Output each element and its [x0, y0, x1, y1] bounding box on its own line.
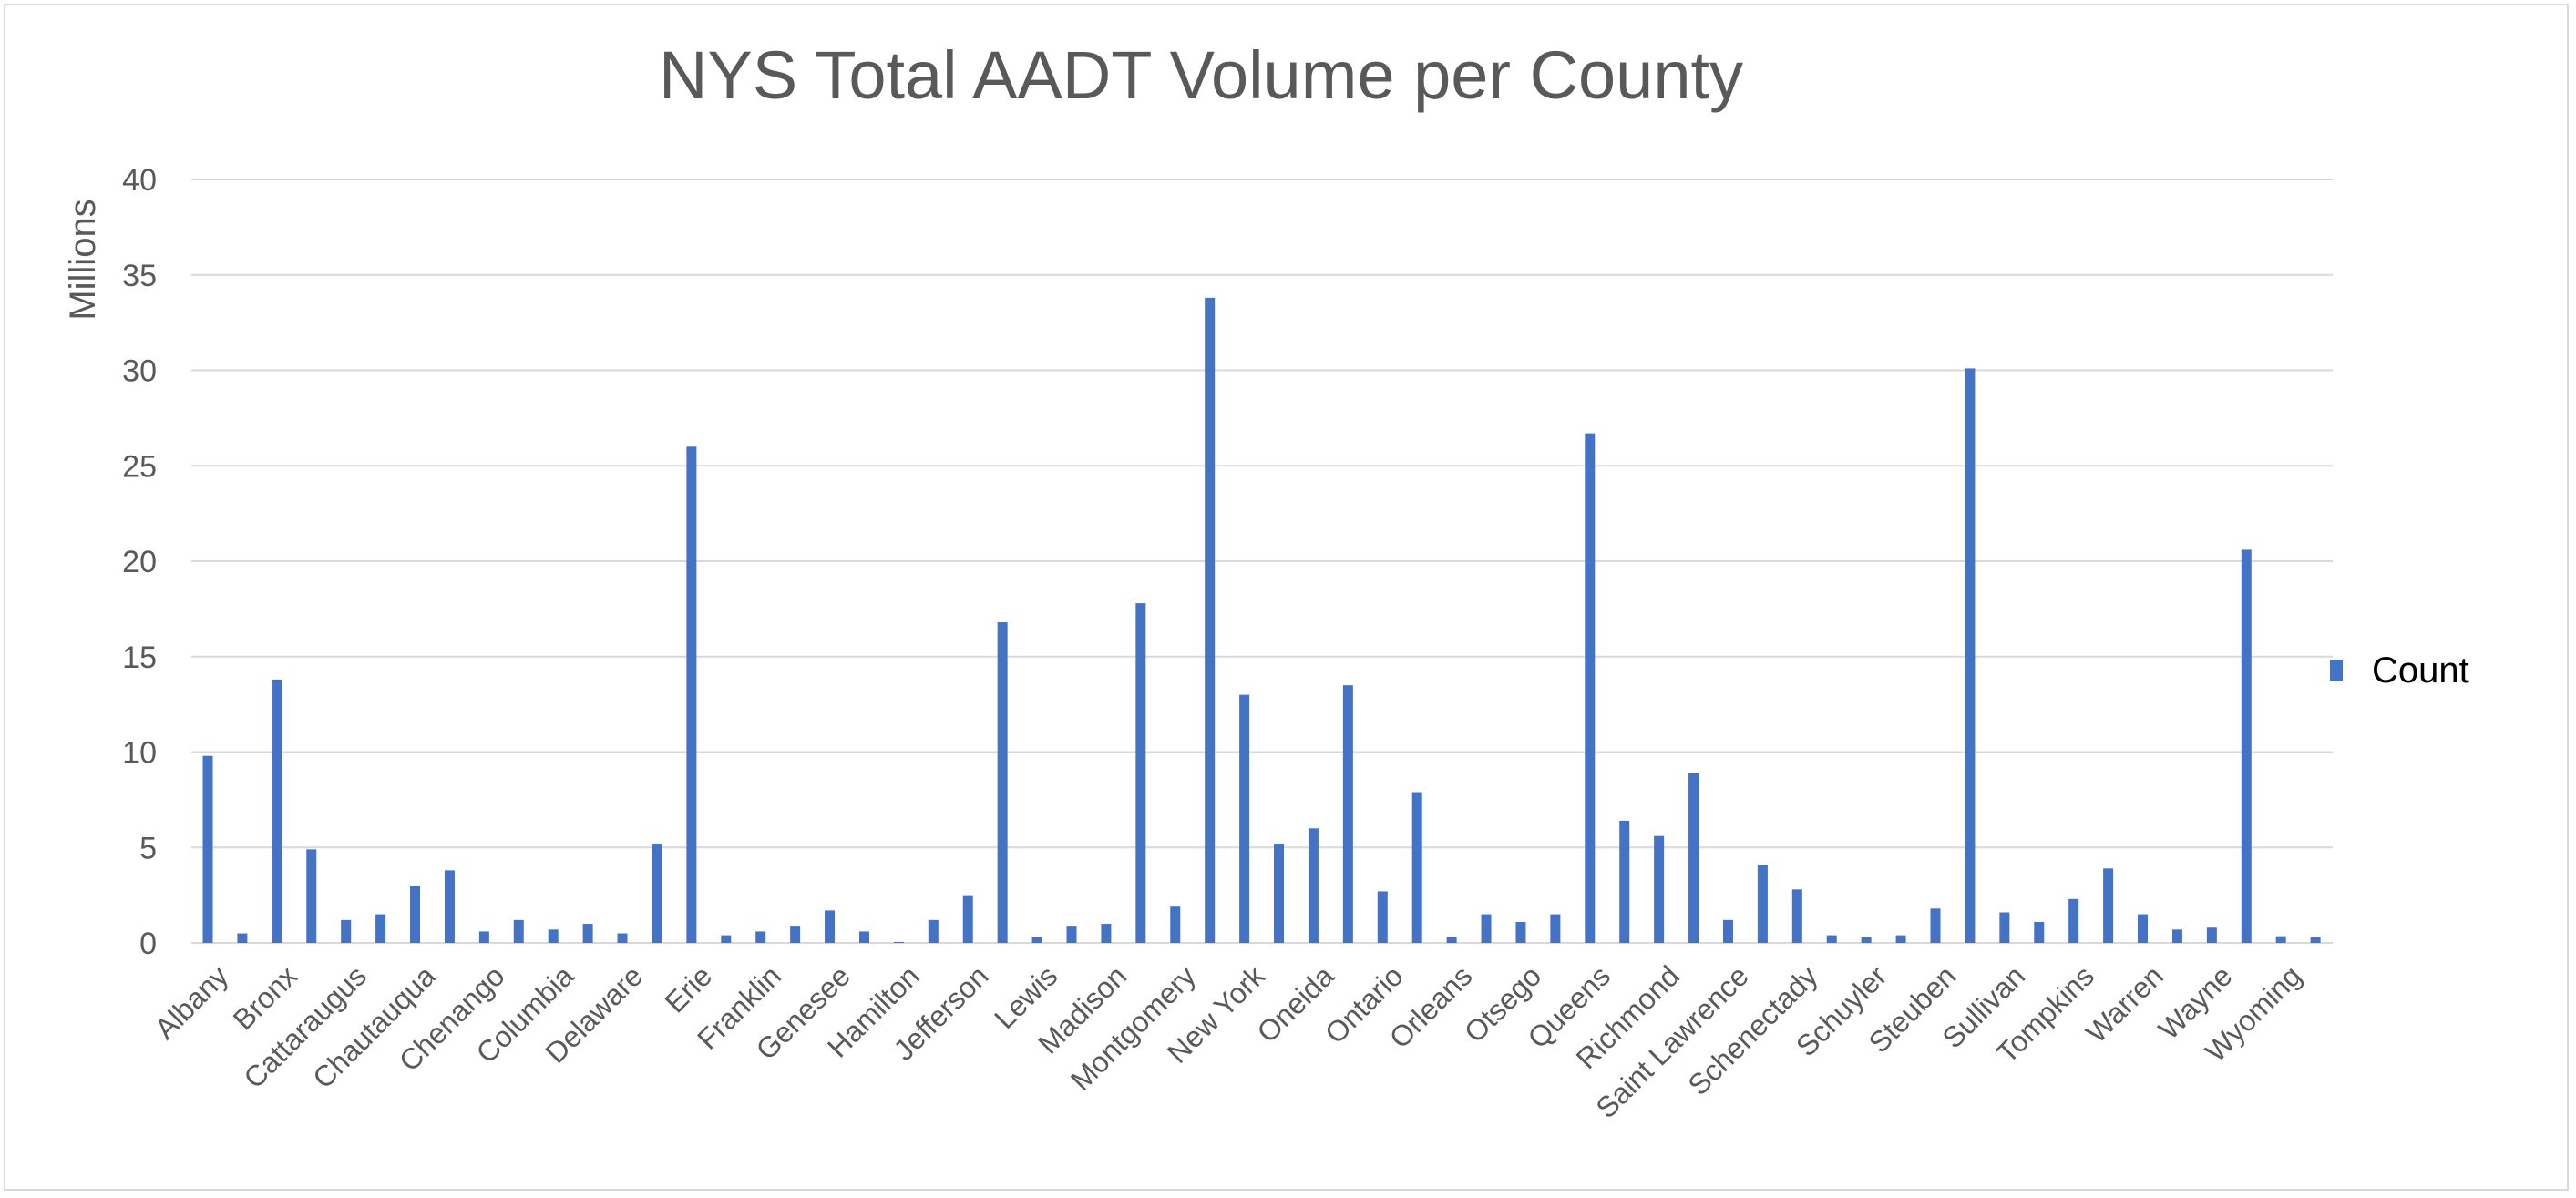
- y-tick-label-40: 40: [122, 163, 157, 198]
- bar-cortland: [582, 924, 593, 943]
- bar-richmond: [1654, 835, 1665, 943]
- bar-orange: [1411, 792, 1422, 943]
- bar-tompkins: [2068, 898, 2079, 943]
- bar-bronx: [272, 679, 282, 943]
- bar-madison: [1101, 924, 1112, 943]
- bar-ontario: [1377, 891, 1388, 943]
- bar-yates: [2310, 937, 2321, 943]
- bar-dutchess: [652, 844, 662, 943]
- bar-kings: [997, 622, 1008, 943]
- bar-cattaraugus: [341, 919, 352, 943]
- bar-clinton: [513, 919, 524, 943]
- bars: [202, 297, 2321, 943]
- bar-greene: [858, 931, 869, 943]
- y-axis-label: Millions: [63, 199, 103, 320]
- bar-wayne: [2206, 927, 2217, 943]
- y-tick-label-15: 15: [122, 640, 157, 675]
- chart-title: NYS Total AADT Volume per County: [659, 37, 1743, 113]
- bar-queens: [1585, 433, 1596, 943]
- bar-chenango: [478, 931, 489, 943]
- gridlines: [191, 179, 2333, 944]
- bar-livingston: [1066, 926, 1077, 943]
- bar-genesee: [825, 910, 836, 943]
- legend: Count: [2330, 650, 2469, 691]
- bar-hamilton: [893, 941, 904, 943]
- x-tick-label-albany: Albany: [149, 959, 235, 1046]
- bar-new-york: [1239, 694, 1250, 943]
- chart-frame: [4, 4, 2569, 1191]
- bar-onondaga: [1342, 685, 1353, 943]
- bar-steuben: [1930, 908, 1941, 943]
- bar-westchester: [2241, 549, 2252, 943]
- y-tick-label-30: 30: [122, 354, 157, 389]
- legend-label: Count: [2372, 650, 2469, 691]
- bar-niagara: [1274, 844, 1285, 943]
- bar-schoharie: [1826, 935, 1837, 943]
- bar-tioga: [2034, 921, 2045, 943]
- bar-allegany: [237, 933, 248, 943]
- bar-orleans: [1446, 937, 1457, 943]
- bar-erie: [686, 446, 697, 943]
- bar-jefferson: [962, 895, 973, 943]
- bar-franklin: [755, 931, 766, 943]
- bar-washington: [2171, 929, 2182, 943]
- bar-oswego: [1481, 914, 1492, 943]
- bar-seneca: [1895, 935, 1906, 943]
- y-tick-label-20: 20: [122, 545, 157, 579]
- y-tick-label-5: 5: [139, 831, 157, 865]
- y-tick-label-10: 10: [122, 736, 157, 771]
- bar-cayuga: [375, 914, 386, 943]
- y-tick-label-35: 35: [122, 259, 157, 293]
- bar-chemung: [444, 870, 455, 943]
- bar-putnam: [1550, 914, 1561, 943]
- y-tick-labels: 0 5 10 15 20 25 30 35 40: [122, 163, 157, 961]
- y-tick-label-25: 25: [122, 449, 157, 484]
- bar-wyoming: [2275, 936, 2286, 943]
- bar-monroe: [1135, 603, 1146, 943]
- bar-sullivan: [1999, 912, 2010, 943]
- x-tick-labels: AlbanyBronxCattaraugusChautauquaChenango…: [149, 958, 2308, 1124]
- bar-columbia: [548, 929, 559, 943]
- bar-fulton: [790, 926, 801, 943]
- bar-warren: [2138, 914, 2149, 943]
- bar-schuyler: [1861, 937, 1872, 943]
- bar-chautauqua: [410, 886, 421, 943]
- bar-rockland: [1688, 773, 1699, 943]
- bar-oneida: [1308, 828, 1319, 943]
- bar-otsego: [1515, 921, 1526, 943]
- bar-lewis: [1031, 937, 1042, 943]
- bar-herkimer: [928, 919, 939, 943]
- y-tick-label-0: 0: [139, 927, 157, 961]
- bar-ulster: [2103, 868, 2114, 943]
- bar-saratoga: [1757, 865, 1768, 943]
- bar-essex: [721, 935, 732, 943]
- bar-saint-lawrence: [1722, 919, 1733, 943]
- bar-montgomery: [1170, 906, 1181, 943]
- bar-suffolk: [1965, 368, 1976, 943]
- bar-nassau: [1205, 297, 1216, 943]
- bar-schenectady: [1791, 889, 1802, 943]
- bar-rensselaer: [1619, 820, 1630, 943]
- legend-swatch: [2330, 660, 2343, 681]
- x-tick-label-erie: Erie: [659, 959, 719, 1019]
- bar-albany: [202, 755, 213, 943]
- bar-broome: [306, 849, 317, 943]
- x-tick-label-warren: Warren: [2079, 959, 2170, 1050]
- bar-delaware: [617, 933, 628, 943]
